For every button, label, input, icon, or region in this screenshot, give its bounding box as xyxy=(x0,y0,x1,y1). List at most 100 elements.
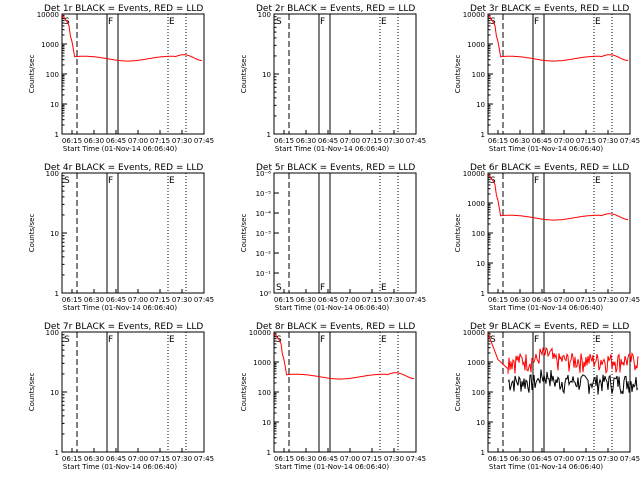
marker-label-e: E xyxy=(381,335,387,345)
marker-label-e: E xyxy=(381,17,387,27)
x-tick-label: 06:45 xyxy=(532,455,552,463)
x-tick-label: 06:30 xyxy=(296,296,316,304)
y-tick-label: 10⁻¹ xyxy=(256,270,272,278)
x-tick-label: 06:15 xyxy=(488,455,508,463)
y-tick-label: 10000 xyxy=(249,329,271,337)
x-tick-label: 07:45 xyxy=(194,296,214,304)
panel-det-1: Det 1r BLACK = Events, RED = LLD 1 10 100 10… xyxy=(28,4,214,153)
x-tick-label: 06:45 xyxy=(318,137,338,145)
x-tick-label: 06:45 xyxy=(318,455,338,463)
y-tick-label: 10000 xyxy=(463,329,485,337)
x-tick-label: 07:45 xyxy=(194,137,214,145)
x-tick-label: 07:45 xyxy=(406,455,426,463)
panel-title: Det 3r BLACK = Events, RED = LLD xyxy=(470,4,629,14)
y-tick-label: 10 xyxy=(476,101,485,109)
x-tick-label: 07:30 xyxy=(598,455,618,463)
panel-det-7: Det 7r BLACK = Events, RED = LLD 1 10 100 Co… xyxy=(28,322,214,471)
y-tick-label: 1 xyxy=(267,449,271,457)
series-lld-line xyxy=(487,333,639,375)
panel-title: Det 8r BLACK = Events, RED = LLD xyxy=(256,322,415,332)
y-axis-label: Counts/sec xyxy=(240,55,248,94)
x-axis-label: Start Time (01-Nov-14 06:06:40) xyxy=(275,463,389,471)
y-tick-label: 10000 xyxy=(463,11,485,19)
x-tick-label: 07:45 xyxy=(194,455,214,463)
x-tick-label: 06:30 xyxy=(510,455,530,463)
x-tick-label: 06:45 xyxy=(532,296,552,304)
x-axis-label: Start Time (01-Nov-14 06:06:40) xyxy=(489,463,603,471)
x-tick-label: 07:00 xyxy=(554,137,574,145)
x-tick-label: 06:30 xyxy=(84,296,104,304)
y-tick-label: 1000 xyxy=(467,359,485,367)
marker-label-f: F xyxy=(534,17,539,27)
y-axis-label: Counts/sec xyxy=(454,55,462,94)
panel-det-6: Det 6r BLACK = Events, RED = LLD 1 10 100 10… xyxy=(454,163,640,312)
y-tick-label: 1000 xyxy=(253,359,271,367)
y-tick-label: 10 xyxy=(262,419,271,427)
x-tick-label: 06:15 xyxy=(62,455,82,463)
y-axis-label: Counts/sec xyxy=(28,55,36,94)
x-tick-label: 07:15 xyxy=(150,455,170,463)
y-tick-label: 1000 xyxy=(41,41,59,49)
marker-label-s: S xyxy=(276,283,282,293)
x-tick-label: 07:15 xyxy=(362,296,382,304)
x-tick-label: 06:30 xyxy=(296,137,316,145)
x-tick-label: 07:30 xyxy=(172,137,192,145)
x-tick-label: 07:00 xyxy=(340,455,360,463)
plot-frame xyxy=(273,331,417,453)
y-tick-label: 10⁻² xyxy=(256,250,272,258)
y-tick-label: 1 xyxy=(55,131,59,139)
marker-label-f: F xyxy=(320,283,325,293)
y-tick-label: 10 xyxy=(50,389,59,397)
y-tick-label: 1000 xyxy=(467,41,485,49)
y-tick-label: 100 xyxy=(258,11,271,19)
plot-frame xyxy=(273,13,417,135)
x-tick-label: 06:30 xyxy=(84,455,104,463)
plot-frame xyxy=(273,172,417,294)
marker-label-e: E xyxy=(169,176,175,186)
x-tick-label: 06:30 xyxy=(296,455,316,463)
panel-title: Det 7r BLACK = Events, RED = LLD xyxy=(44,322,203,332)
x-tick-label: 06:45 xyxy=(318,296,338,304)
x-axis-label: Start Time (01-Nov-14 06:06:40) xyxy=(63,463,177,471)
x-tick-label: 06:45 xyxy=(106,296,126,304)
y-axis-label: Counts/sec xyxy=(28,214,36,253)
x-tick-label: 07:00 xyxy=(340,296,360,304)
x-tick-label: 07:00 xyxy=(554,296,574,304)
plot-frame xyxy=(61,331,205,453)
x-tick-label: 07:15 xyxy=(150,137,170,145)
marker-label-f: F xyxy=(320,335,325,345)
x-tick-label: 07:15 xyxy=(362,455,382,463)
y-tick-label: 1000 xyxy=(467,200,485,208)
y-tick-label: 1 xyxy=(481,131,485,139)
y-tick-label: 100 xyxy=(258,389,271,397)
x-tick-label: 07:45 xyxy=(406,137,426,145)
y-tick-label: 100 xyxy=(472,389,485,397)
y-tick-label: 10⁰ xyxy=(259,290,271,298)
marker-label-e: E xyxy=(169,17,175,27)
marker-label-f: F xyxy=(534,335,539,345)
y-tick-label: 1 xyxy=(481,290,485,298)
x-axis-label: Start Time (01-Nov-14 06:06:40) xyxy=(63,304,177,312)
y-axis-label: Counts/sec xyxy=(28,373,36,412)
x-tick-label: 07:15 xyxy=(576,137,596,145)
x-tick-label: 06:15 xyxy=(488,296,508,304)
x-tick-label: 07:00 xyxy=(128,296,148,304)
x-tick-label: 06:15 xyxy=(274,296,294,304)
x-tick-label: 06:15 xyxy=(488,137,508,145)
panel-det-4: Det 4r BLACK = Events, RED = LLD 1 10 100 Co… xyxy=(28,163,214,312)
y-tick-label: 1 xyxy=(55,290,59,298)
y-tick-label: 10000 xyxy=(37,11,59,19)
panel-title: Det 6r BLACK = Events, RED = LLD xyxy=(470,163,629,173)
marker-label-f: F xyxy=(108,335,113,345)
x-tick-label: 06:15 xyxy=(62,296,82,304)
panel-title: Det 9r BLACK = Events, RED = LLD xyxy=(470,322,629,332)
marker-label-f: F xyxy=(534,176,539,186)
x-tick-label: 07:45 xyxy=(620,137,640,145)
y-tick-label: 100 xyxy=(46,71,59,79)
x-tick-label: 06:45 xyxy=(106,455,126,463)
x-axis-label: Start Time (01-Nov-14 06:06:40) xyxy=(489,145,603,153)
marker-label-e: E xyxy=(169,335,175,345)
plot-frame xyxy=(487,172,631,294)
x-tick-label: 06:45 xyxy=(106,137,126,145)
plot-frame xyxy=(487,331,631,453)
